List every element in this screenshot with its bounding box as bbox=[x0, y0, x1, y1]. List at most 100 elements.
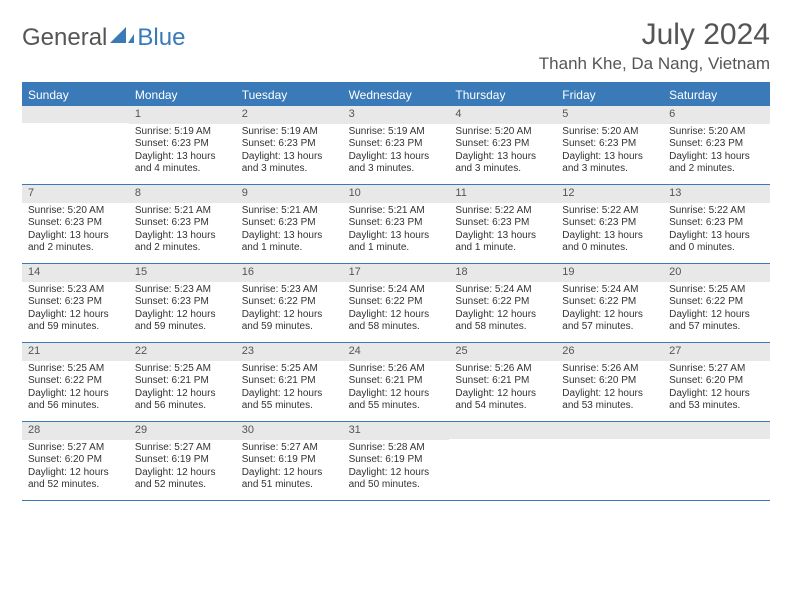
sunset-text: Sunset: 6:23 PM bbox=[349, 138, 444, 151]
sunrise-text: Sunrise: 5:25 AM bbox=[669, 284, 764, 297]
sunrise-text: Sunrise: 5:26 AM bbox=[562, 363, 657, 376]
day-number bbox=[663, 422, 770, 439]
sunrise-text: Sunrise: 5:21 AM bbox=[242, 205, 337, 218]
day-body: Sunrise: 5:20 AMSunset: 6:23 PMDaylight:… bbox=[663, 124, 770, 180]
daylight-text: Daylight: 12 hours and 57 minutes. bbox=[669, 309, 764, 334]
sunset-text: Sunset: 6:21 PM bbox=[135, 375, 230, 388]
day-body: Sunrise: 5:19 AMSunset: 6:23 PMDaylight:… bbox=[343, 124, 450, 180]
sunrise-text: Sunrise: 5:20 AM bbox=[669, 126, 764, 139]
daylight-text: Daylight: 12 hours and 58 minutes. bbox=[455, 309, 550, 334]
day-number: 19 bbox=[556, 264, 663, 282]
daylight-text: Daylight: 12 hours and 53 minutes. bbox=[562, 388, 657, 413]
day-number: 21 bbox=[22, 343, 129, 361]
day-body: Sunrise: 5:23 AMSunset: 6:23 PMDaylight:… bbox=[129, 282, 236, 338]
day-body: Sunrise: 5:26 AMSunset: 6:20 PMDaylight:… bbox=[556, 361, 663, 417]
daylight-text: Daylight: 12 hours and 53 minutes. bbox=[669, 388, 764, 413]
daylight-text: Daylight: 12 hours and 57 minutes. bbox=[562, 309, 657, 334]
sunset-text: Sunset: 6:21 PM bbox=[242, 375, 337, 388]
day-body: Sunrise: 5:27 AMSunset: 6:19 PMDaylight:… bbox=[129, 440, 236, 496]
day-body: Sunrise: 5:28 AMSunset: 6:19 PMDaylight:… bbox=[343, 440, 450, 496]
daylight-text: Daylight: 13 hours and 3 minutes. bbox=[349, 151, 444, 176]
day-body: Sunrise: 5:26 AMSunset: 6:21 PMDaylight:… bbox=[449, 361, 556, 417]
sunrise-text: Sunrise: 5:27 AM bbox=[135, 442, 230, 455]
logo-text-blue: Blue bbox=[137, 24, 185, 52]
daylight-text: Daylight: 12 hours and 52 minutes. bbox=[28, 467, 123, 492]
day-number: 17 bbox=[343, 264, 450, 282]
header: General Blue July 2024 Thanh Khe, Da Nan… bbox=[22, 18, 770, 74]
weekday-header: Friday bbox=[556, 84, 663, 106]
daylight-text: Daylight: 12 hours and 55 minutes. bbox=[349, 388, 444, 413]
day-number: 24 bbox=[343, 343, 450, 361]
weekday-header: Sunday bbox=[22, 84, 129, 106]
sunset-text: Sunset: 6:22 PM bbox=[242, 296, 337, 309]
sunrise-text: Sunrise: 5:20 AM bbox=[28, 205, 123, 218]
day-number: 3 bbox=[343, 106, 450, 124]
weekday-header: Monday bbox=[129, 84, 236, 106]
day-number: 30 bbox=[236, 422, 343, 440]
daylight-text: Daylight: 13 hours and 2 minutes. bbox=[669, 151, 764, 176]
location: Thanh Khe, Da Nang, Vietnam bbox=[539, 54, 770, 74]
daylight-text: Daylight: 12 hours and 51 minutes. bbox=[242, 467, 337, 492]
day-body: Sunrise: 5:22 AMSunset: 6:23 PMDaylight:… bbox=[449, 203, 556, 259]
sunrise-text: Sunrise: 5:25 AM bbox=[242, 363, 337, 376]
day-body: Sunrise: 5:25 AMSunset: 6:21 PMDaylight:… bbox=[129, 361, 236, 417]
day-body: Sunrise: 5:20 AMSunset: 6:23 PMDaylight:… bbox=[449, 124, 556, 180]
sunrise-text: Sunrise: 5:27 AM bbox=[669, 363, 764, 376]
sunset-text: Sunset: 6:20 PM bbox=[669, 375, 764, 388]
sunset-text: Sunset: 6:19 PM bbox=[349, 454, 444, 467]
day-cell: 15Sunrise: 5:23 AMSunset: 6:23 PMDayligh… bbox=[129, 264, 236, 342]
day-cell: 6Sunrise: 5:20 AMSunset: 6:23 PMDaylight… bbox=[663, 106, 770, 184]
day-cell: 20Sunrise: 5:25 AMSunset: 6:22 PMDayligh… bbox=[663, 264, 770, 342]
sunset-text: Sunset: 6:23 PM bbox=[135, 138, 230, 151]
daylight-text: Daylight: 12 hours and 56 minutes. bbox=[28, 388, 123, 413]
day-number: 25 bbox=[449, 343, 556, 361]
day-number: 12 bbox=[556, 185, 663, 203]
title-block: July 2024 Thanh Khe, Da Nang, Vietnam bbox=[539, 18, 770, 74]
daylight-text: Daylight: 13 hours and 3 minutes. bbox=[562, 151, 657, 176]
sunset-text: Sunset: 6:22 PM bbox=[455, 296, 550, 309]
day-cell: 30 Sunrise: 5:27 AMSunset: 6:19 PMDayligh… bbox=[236, 422, 343, 500]
sunset-text: Sunset: 6:23 PM bbox=[242, 217, 337, 230]
sunset-text: Sunset: 6:22 PM bbox=[349, 296, 444, 309]
day-body: Sunrise: 5:20 AMSunset: 6:23 PMDaylight:… bbox=[22, 203, 129, 259]
week-row: 1Sunrise: 5:19 AMSunset: 6:23 PMDaylight… bbox=[22, 106, 770, 185]
sunset-text: Sunset: 6:23 PM bbox=[669, 138, 764, 151]
weekday-header-row: SundayMondayTuesdayWednesdayThursdayFrid… bbox=[22, 84, 770, 106]
daylight-text: Daylight: 13 hours and 1 minute. bbox=[349, 230, 444, 255]
sunrise-text: Sunrise: 5:23 AM bbox=[242, 284, 337, 297]
day-body: Sunrise: 5:23 AMSunset: 6:23 PMDaylight:… bbox=[22, 282, 129, 338]
sunset-text: Sunset: 6:23 PM bbox=[562, 217, 657, 230]
sunset-text: Sunset: 6:23 PM bbox=[28, 296, 123, 309]
day-body: Sunrise: 5:25 AMSunset: 6:22 PMDaylight:… bbox=[663, 282, 770, 338]
day-number: 23 bbox=[236, 343, 343, 361]
week-row: 14Sunrise: 5:23 AMSunset: 6:23 PMDayligh… bbox=[22, 264, 770, 343]
day-number: 10 bbox=[343, 185, 450, 203]
day-cell bbox=[663, 422, 770, 500]
sunset-text: Sunset: 6:23 PM bbox=[562, 138, 657, 151]
day-cell: 10Sunrise: 5:21 AMSunset: 6:23 PMDayligh… bbox=[343, 185, 450, 263]
day-cell: 3Sunrise: 5:19 AMSunset: 6:23 PMDaylight… bbox=[343, 106, 450, 184]
logo: General Blue bbox=[22, 18, 185, 52]
sunset-text: Sunset: 6:19 PM bbox=[242, 454, 337, 467]
day-cell: 8Sunrise: 5:21 AMSunset: 6:23 PMDaylight… bbox=[129, 185, 236, 263]
day-body: Sunrise: 5:26 AMSunset: 6:21 PMDaylight:… bbox=[343, 361, 450, 417]
day-cell bbox=[22, 106, 129, 184]
daylight-text: Daylight: 12 hours and 59 minutes. bbox=[28, 309, 123, 334]
day-cell: 9Sunrise: 5:21 AMSunset: 6:23 PMDaylight… bbox=[236, 185, 343, 263]
sunset-text: Sunset: 6:20 PM bbox=[28, 454, 123, 467]
sunset-text: Sunset: 6:23 PM bbox=[28, 217, 123, 230]
day-body: Sunrise: 5:27 AMSunset: 6:20 PMDaylight:… bbox=[663, 361, 770, 417]
day-cell: 22Sunrise: 5:25 AMSunset: 6:21 PMDayligh… bbox=[129, 343, 236, 421]
sunrise-text: Sunrise: 5:27 AM bbox=[242, 442, 337, 455]
weekday-header: Tuesday bbox=[236, 84, 343, 106]
day-cell: 7Sunrise: 5:20 AMSunset: 6:23 PMDaylight… bbox=[22, 185, 129, 263]
day-number: 14 bbox=[22, 264, 129, 282]
sunrise-text: Sunrise: 5:20 AM bbox=[455, 126, 550, 139]
sunrise-text: Sunrise: 5:25 AM bbox=[28, 363, 123, 376]
day-number: 7 bbox=[22, 185, 129, 203]
day-cell: 21Sunrise: 5:25 AMSunset: 6:22 PMDayligh… bbox=[22, 343, 129, 421]
day-cell bbox=[556, 422, 663, 500]
daylight-text: Daylight: 12 hours and 59 minutes. bbox=[135, 309, 230, 334]
day-body: Sunrise: 5:22 AMSunset: 6:23 PMDaylight:… bbox=[663, 203, 770, 259]
week-row: 28Sunrise: 5:27 AMSunset: 6:20 PMDayligh… bbox=[22, 422, 770, 501]
